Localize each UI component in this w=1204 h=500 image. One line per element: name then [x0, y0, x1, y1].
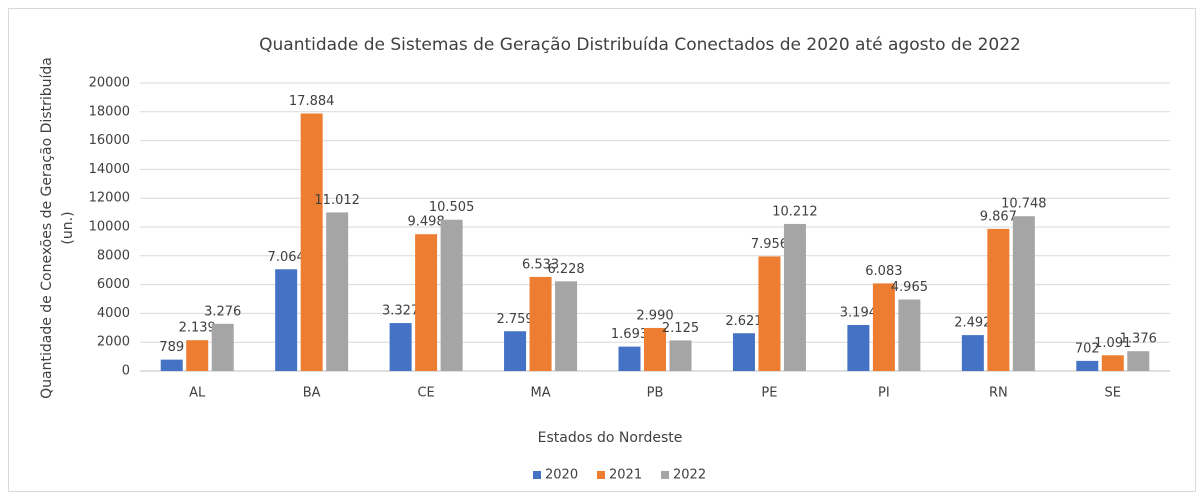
value-label: 1.091: [1094, 336, 1131, 351]
value-label: 10.212: [772, 204, 818, 219]
legend-swatch: [661, 471, 669, 479]
y-tick-label: 2000: [97, 335, 130, 350]
bar: [211, 323, 234, 371]
x-axis-title: Estados do Nordeste: [538, 430, 683, 446]
value-label: 1.693: [611, 327, 648, 342]
bar: [275, 269, 298, 371]
value-label: 3.327: [382, 304, 419, 319]
bar: [1101, 355, 1124, 371]
y-axis-title: Quantidade de Conexões de Geração Distri…: [39, 57, 55, 399]
bar: [987, 228, 1010, 371]
bar: [644, 327, 666, 371]
value-label: 1.376: [1120, 332, 1157, 347]
legend-swatch: [597, 471, 605, 479]
bar: [300, 113, 323, 371]
value-label: 2.990: [636, 308, 673, 323]
bar: [1012, 216, 1035, 371]
bar: [389, 323, 412, 371]
bar: [847, 325, 870, 371]
legend-swatch: [533, 471, 541, 479]
x-tick-label: AL: [189, 386, 206, 401]
bar: [529, 276, 552, 371]
legend-label: 2020: [545, 468, 578, 483]
x-tick-label: CE: [417, 386, 434, 401]
value-label: 7.064: [268, 250, 305, 265]
bar: [872, 283, 895, 371]
value-label: 7.956: [751, 237, 788, 252]
y-tick-label: 0: [122, 364, 130, 379]
x-tick-label: BA: [303, 386, 321, 401]
x-tick-label: RN: [989, 386, 1008, 401]
bar: [669, 340, 692, 371]
bar: [1076, 360, 1099, 371]
value-label: 6.228: [547, 262, 584, 277]
y-tick-label: 16000: [89, 133, 130, 148]
value-label: 3.276: [204, 304, 241, 319]
y-tick-label: 18000: [89, 104, 130, 119]
value-label: 9.867: [980, 209, 1017, 224]
y-axis-title: (un.): [60, 211, 76, 244]
bar: [415, 234, 438, 371]
y-tick-label: 8000: [97, 248, 130, 263]
bar: [555, 281, 578, 371]
value-label: 2.492: [954, 316, 991, 331]
value-label: 17.884: [289, 94, 335, 109]
y-tick-label: 14000: [89, 162, 130, 177]
value-label: 6.533: [522, 257, 559, 272]
x-tick-label: PB: [647, 386, 664, 401]
y-tick-label: 10000: [89, 220, 130, 235]
bar: [326, 212, 349, 371]
bar: [783, 223, 806, 371]
y-tick-label: 6000: [97, 277, 130, 292]
bar: [504, 331, 527, 371]
value-label: 10.748: [1001, 197, 1047, 212]
value-label: 4.965: [891, 280, 928, 295]
value-label: 3.194: [840, 306, 877, 321]
x-tick-label: PI: [878, 386, 890, 401]
value-label: 10.505: [429, 200, 475, 215]
bar: [1127, 351, 1150, 371]
value-label: 2.139: [179, 321, 216, 336]
bar: [898, 299, 921, 371]
value-label: 789: [159, 340, 184, 355]
y-tick-label: 12000: [89, 191, 130, 206]
bar: [186, 340, 209, 371]
y-tick-label: 4000: [97, 306, 130, 321]
bar: [732, 333, 755, 371]
y-tick-label: 20000: [89, 76, 130, 91]
value-label: 702: [1075, 341, 1100, 356]
legend-label: 2021: [609, 468, 642, 483]
bar: [758, 256, 781, 371]
chart-title: Quantidade de Sistemas de Geração Distri…: [259, 35, 1021, 55]
value-label: 6.083: [865, 264, 902, 279]
bar: [618, 346, 641, 371]
bar: [160, 359, 183, 371]
legend-label: 2022: [673, 468, 706, 483]
value-label: 2.759: [496, 312, 533, 327]
bar: [440, 219, 463, 371]
x-tick-label: PE: [761, 386, 777, 401]
x-tick-label: MA: [531, 386, 551, 401]
value-label: 2.621: [725, 314, 762, 329]
bar: [961, 335, 984, 371]
value-label: 9.498: [408, 215, 445, 230]
value-label: 11.012: [314, 193, 360, 208]
value-label: 2.125: [662, 321, 699, 336]
x-tick-label: SE: [1105, 386, 1121, 401]
